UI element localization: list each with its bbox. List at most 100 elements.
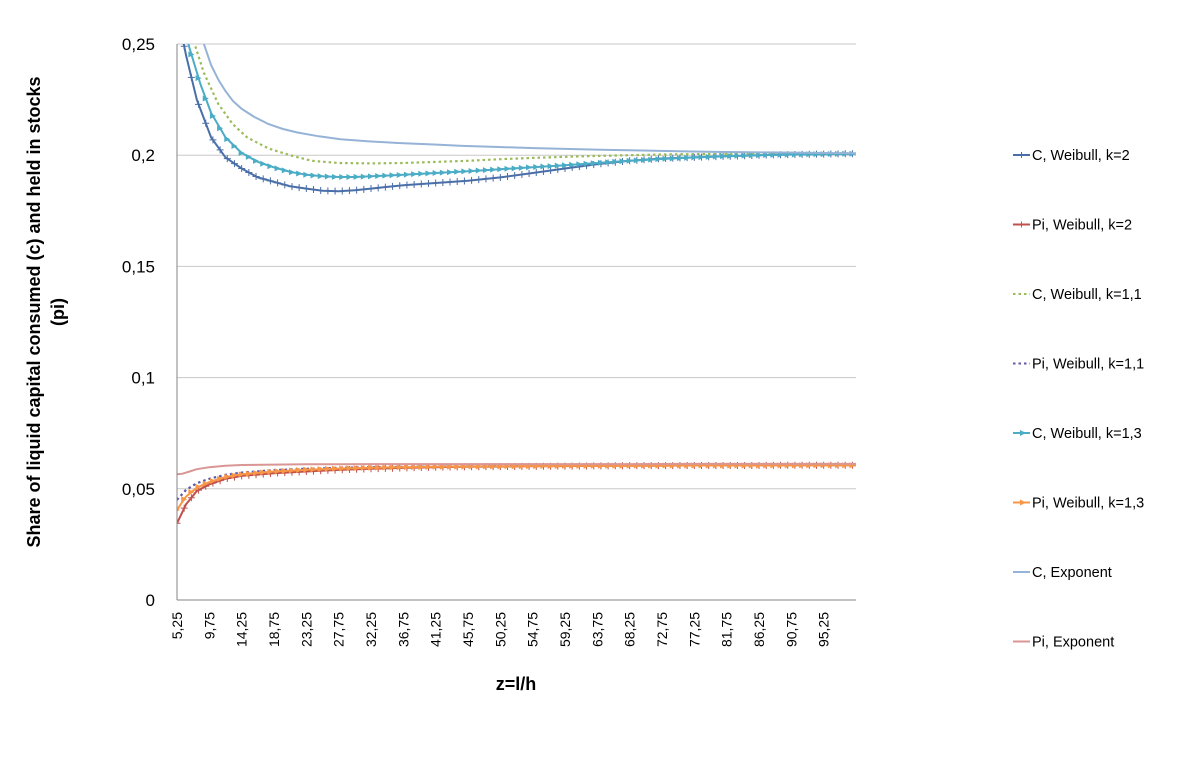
x-tick-label: 14,25 — [234, 612, 250, 647]
x-tick-label: 90,75 — [783, 612, 799, 647]
point-marker — [353, 186, 361, 194]
y-axis-title-line-2: (pi) — [48, 298, 68, 326]
point-marker — [302, 185, 310, 193]
y-tick-label: 0,15 — [122, 257, 155, 276]
point-marker — [396, 171, 403, 178]
point-marker — [281, 167, 288, 174]
point-marker — [267, 163, 274, 170]
legend-marker — [1020, 430, 1026, 436]
point-marker — [605, 159, 612, 166]
point-marker — [418, 170, 425, 177]
point-marker — [252, 172, 260, 180]
point-marker — [518, 170, 526, 178]
point-marker — [188, 51, 195, 58]
point-marker — [288, 169, 295, 176]
point-marker — [375, 172, 382, 179]
point-marker — [245, 470, 252, 477]
point-marker — [446, 178, 454, 186]
point-marker — [547, 167, 555, 175]
series-5 — [174, 0, 856, 180]
x-tick-label: 86,25 — [751, 612, 767, 647]
point-marker — [181, 496, 188, 503]
point-marker — [288, 467, 295, 474]
point-marker — [296, 467, 303, 474]
point-marker — [223, 155, 231, 163]
point-marker — [317, 173, 324, 180]
point-marker — [346, 173, 353, 180]
y-tick-label: 0 — [146, 591, 155, 610]
legend-item: C, Exponent — [1013, 565, 1112, 581]
point-marker — [245, 153, 252, 160]
point-marker — [332, 173, 339, 180]
point-marker — [461, 168, 468, 175]
point-marker — [389, 182, 397, 190]
point-marker — [209, 136, 217, 144]
point-marker — [554, 166, 562, 174]
x-tick-label: 72,75 — [654, 612, 670, 647]
point-marker — [748, 152, 755, 159]
legend-item: C, Weibull, k=2 — [1013, 148, 1130, 164]
y-tick-label: 0,05 — [122, 480, 155, 499]
point-marker — [281, 467, 288, 474]
point-marker — [403, 181, 411, 189]
point-marker — [669, 155, 676, 162]
point-marker — [490, 166, 497, 173]
point-marker — [180, 504, 188, 512]
point-marker — [231, 472, 238, 479]
point-marker — [310, 466, 317, 473]
series-7 — [202, 44, 856, 155]
point-marker — [475, 167, 482, 174]
point-marker — [403, 464, 410, 471]
x-tick-label: 95,25 — [816, 612, 832, 647]
x-tick-label: 18,75 — [266, 612, 282, 647]
point-marker — [181, 24, 187, 30]
legend-item: Pi, Weibull, k=1,1 — [1013, 357, 1144, 373]
point-marker — [177, 508, 180, 512]
point-marker — [310, 172, 317, 179]
point-marker — [425, 170, 432, 177]
point-marker — [619, 158, 626, 165]
point-marker — [253, 470, 260, 477]
point-marker — [317, 187, 325, 195]
legend-item: Pi, Weibull, k=2 — [1013, 218, 1132, 234]
point-marker — [288, 183, 296, 191]
point-marker — [238, 165, 246, 173]
x-tick-label: 27,75 — [331, 612, 347, 647]
series-line — [193, 44, 856, 165]
x-tick-label: 59,25 — [557, 612, 573, 647]
point-marker — [475, 176, 483, 184]
legend: C, Weibull, k=2 Pi, Weibull, k=2 C, Weibul… — [1013, 148, 1144, 651]
point-marker — [526, 164, 533, 171]
point-marker — [266, 177, 274, 185]
point-marker — [641, 156, 648, 163]
series-line — [177, 462, 856, 476]
point-marker — [569, 161, 576, 168]
point-marker — [253, 157, 260, 164]
point-marker — [410, 180, 418, 188]
legend-item: Pi, Weibull, k=1,3 — [1013, 496, 1144, 512]
point-marker — [511, 171, 519, 179]
x-tick-label: 9,75 — [201, 612, 217, 639]
legend-label: C, Exponent — [1032, 565, 1112, 581]
point-marker — [648, 156, 655, 163]
x-tick-label: 36,75 — [395, 612, 411, 647]
point-marker — [174, 0, 180, 3]
point-marker — [497, 166, 504, 173]
point-marker — [424, 179, 432, 187]
point-marker — [231, 143, 238, 150]
point-marker — [756, 152, 762, 159]
point-marker — [360, 185, 368, 193]
point-marker — [482, 167, 489, 174]
point-marker — [734, 152, 741, 159]
point-marker — [576, 161, 583, 168]
series-8 — [177, 462, 856, 476]
point-marker — [303, 466, 310, 473]
point-marker — [554, 162, 561, 169]
point-marker — [209, 477, 216, 484]
point-marker — [411, 171, 418, 178]
point-marker — [360, 464, 367, 471]
point-marker — [187, 73, 195, 81]
point-marker — [633, 157, 640, 164]
point-marker — [180, 44, 188, 50]
